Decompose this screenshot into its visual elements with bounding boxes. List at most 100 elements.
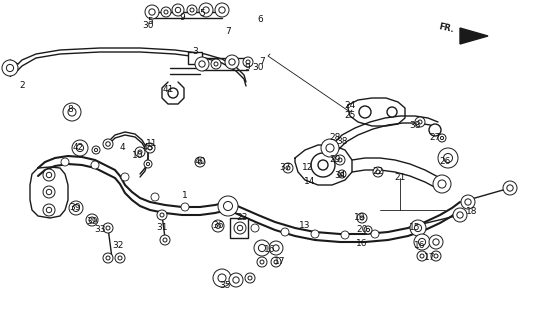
Circle shape	[229, 273, 243, 287]
Text: 36: 36	[212, 220, 224, 229]
Circle shape	[135, 147, 145, 157]
Text: 40: 40	[194, 157, 206, 166]
Circle shape	[367, 228, 369, 232]
Circle shape	[418, 120, 422, 124]
Circle shape	[271, 257, 281, 267]
Circle shape	[43, 169, 55, 181]
Circle shape	[340, 172, 343, 176]
Circle shape	[410, 220, 426, 236]
Circle shape	[72, 140, 88, 156]
Circle shape	[357, 213, 367, 223]
Text: 16: 16	[356, 238, 368, 247]
Circle shape	[163, 238, 167, 242]
Circle shape	[68, 108, 76, 116]
Text: 5: 5	[199, 10, 205, 19]
Circle shape	[283, 163, 293, 173]
Text: 16: 16	[414, 241, 426, 250]
Circle shape	[106, 142, 110, 146]
Circle shape	[269, 241, 283, 255]
Circle shape	[225, 55, 239, 69]
Text: 9: 9	[179, 13, 185, 22]
Circle shape	[233, 277, 239, 283]
Text: 3: 3	[192, 47, 198, 57]
Text: 7: 7	[225, 28, 231, 36]
Circle shape	[281, 228, 289, 236]
Circle shape	[341, 231, 349, 239]
Circle shape	[106, 226, 110, 230]
Text: 12: 12	[302, 164, 314, 172]
Circle shape	[187, 5, 197, 15]
Circle shape	[273, 245, 279, 251]
Circle shape	[195, 57, 209, 71]
Circle shape	[160, 213, 164, 217]
Circle shape	[438, 148, 458, 168]
Circle shape	[443, 154, 453, 163]
Circle shape	[181, 203, 189, 211]
Circle shape	[145, 143, 155, 153]
Circle shape	[321, 139, 339, 157]
Circle shape	[274, 260, 278, 264]
Circle shape	[260, 260, 264, 264]
Circle shape	[286, 166, 290, 170]
Circle shape	[218, 274, 226, 282]
Circle shape	[157, 210, 167, 220]
Text: 37: 37	[279, 164, 291, 172]
Circle shape	[215, 3, 229, 17]
Text: 9: 9	[244, 63, 250, 73]
Circle shape	[61, 158, 69, 166]
Circle shape	[63, 103, 81, 121]
Text: 33: 33	[94, 226, 106, 235]
Circle shape	[364, 226, 372, 234]
Text: 30: 30	[142, 20, 154, 29]
Circle shape	[414, 234, 430, 250]
Circle shape	[376, 170, 380, 174]
Circle shape	[453, 208, 467, 222]
Text: 42: 42	[72, 143, 84, 153]
Circle shape	[43, 204, 55, 216]
Text: FR.: FR.	[438, 22, 455, 34]
Circle shape	[115, 253, 125, 263]
Circle shape	[172, 4, 184, 16]
Circle shape	[89, 217, 95, 223]
Circle shape	[213, 269, 231, 287]
Text: 19: 19	[354, 213, 366, 222]
Text: 32: 32	[112, 241, 124, 250]
Text: 35: 35	[219, 281, 231, 290]
Text: 2: 2	[19, 81, 25, 90]
Circle shape	[121, 173, 129, 181]
Circle shape	[211, 59, 221, 69]
Circle shape	[438, 180, 446, 188]
Bar	[230, 218, 248, 238]
Circle shape	[46, 189, 52, 195]
Text: 22: 22	[373, 167, 383, 177]
Text: 38: 38	[409, 121, 421, 130]
Circle shape	[145, 5, 159, 19]
Text: 17: 17	[274, 258, 286, 267]
Circle shape	[94, 148, 98, 152]
Circle shape	[103, 139, 113, 149]
Circle shape	[326, 144, 334, 152]
Circle shape	[212, 220, 224, 232]
Circle shape	[6, 64, 14, 72]
Circle shape	[160, 235, 170, 245]
Circle shape	[246, 60, 250, 64]
Text: 27: 27	[429, 133, 441, 142]
Circle shape	[149, 9, 155, 15]
Circle shape	[461, 195, 475, 209]
Text: 28: 28	[329, 133, 341, 142]
Circle shape	[144, 160, 152, 168]
Circle shape	[176, 7, 181, 13]
Circle shape	[103, 253, 113, 263]
Circle shape	[190, 8, 194, 12]
Circle shape	[417, 251, 427, 261]
Circle shape	[433, 239, 439, 245]
Circle shape	[507, 185, 513, 191]
Circle shape	[433, 175, 451, 193]
Circle shape	[373, 167, 383, 177]
Circle shape	[195, 157, 205, 167]
Circle shape	[259, 244, 266, 252]
Text: 11: 11	[146, 139, 158, 148]
Circle shape	[429, 235, 443, 249]
Circle shape	[198, 160, 202, 164]
Circle shape	[69, 201, 83, 215]
